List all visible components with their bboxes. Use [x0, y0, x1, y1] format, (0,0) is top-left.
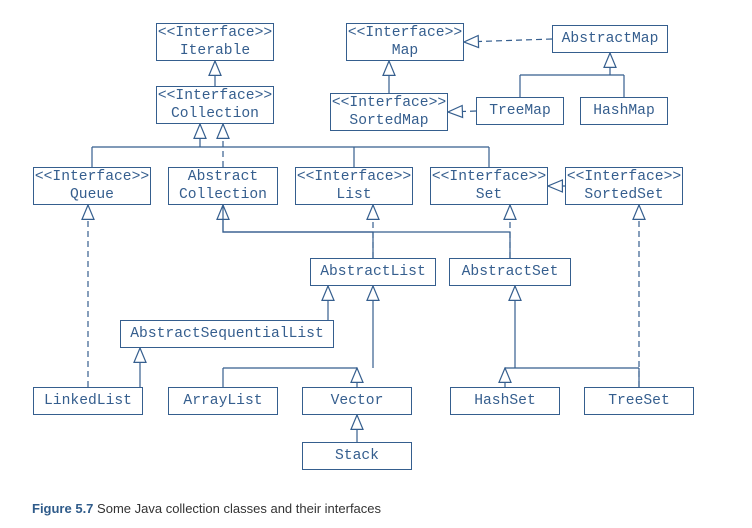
- node-set: <<Interface>> Set: [430, 167, 548, 205]
- node-abstractset: AbstractSet: [449, 258, 571, 286]
- node-stack: Stack: [302, 442, 412, 470]
- node-treeset: TreeSet: [584, 387, 694, 415]
- node-collection: <<Interface>> Collection: [156, 86, 274, 124]
- node-abstractseqlist: AbstractSequentialList: [120, 320, 334, 348]
- node-map: <<Interface>> Map: [346, 23, 464, 61]
- node-hashmap: HashMap: [580, 97, 668, 125]
- node-vector: Vector: [302, 387, 412, 415]
- node-sortedmap: <<Interface>> SortedMap: [330, 93, 448, 131]
- node-iterable: <<Interface>> Iterable: [156, 23, 274, 61]
- node-abstractmap: AbstractMap: [552, 25, 668, 53]
- node-arraylist: ArrayList: [168, 387, 278, 415]
- node-treemap: TreeMap: [476, 97, 564, 125]
- node-queue: <<Interface>> Queue: [33, 167, 151, 205]
- node-list: <<Interface>> List: [295, 167, 413, 205]
- node-sortedset: <<Interface>> SortedSet: [565, 167, 683, 205]
- node-linkedlist: LinkedList: [33, 387, 143, 415]
- node-hashset: HashSet: [450, 387, 560, 415]
- java-collections-diagram: <<Interface>> Iterable <<Interface>> Map A…: [0, 0, 752, 528]
- node-abstractlist: AbstractList: [310, 258, 436, 286]
- node-abstractcoll: Abstract Collection: [168, 167, 278, 205]
- figure-caption: Figure 5.7 Some Java collection classes …: [32, 501, 381, 516]
- caption-text: Some Java collection classes and their i…: [97, 501, 381, 516]
- caption-label: Figure 5.7: [32, 501, 93, 516]
